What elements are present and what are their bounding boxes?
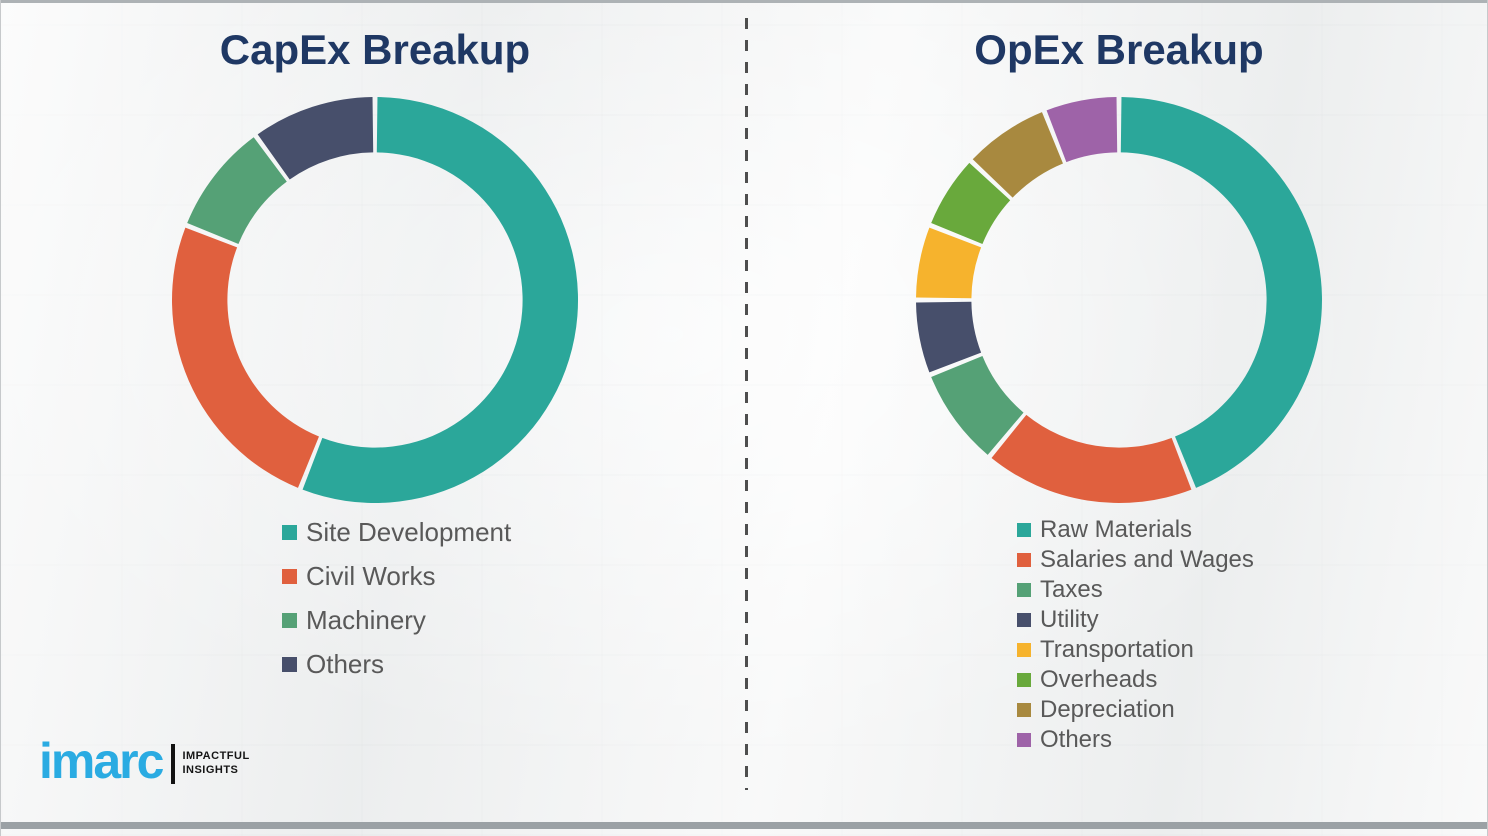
imarc-logo-wordmark: imarc	[39, 733, 164, 789]
legend-swatch-utility	[1017, 613, 1031, 627]
capex-legend: Site Development Civil Works Machinery O…	[282, 510, 511, 686]
bottom-border	[1, 822, 1487, 829]
legend-label: Raw Materials	[1040, 516, 1193, 543]
legend-swatch-machinery	[282, 612, 297, 628]
legend-item: Machinery	[282, 598, 511, 642]
legend-swatch-overheads	[1017, 673, 1031, 687]
legend-label: Depreciation	[1040, 696, 1175, 723]
legend-item: Taxes	[1017, 575, 1254, 605]
opex-donut-chart	[916, 97, 1322, 503]
legend-item: Overheads	[1017, 665, 1254, 695]
opex-panel: OpEx Breakup Raw Materials Salaries and …	[749, 0, 1487, 836]
logo-tagline: IMPACTFUL INSIGHTS	[182, 750, 249, 778]
logo-tagline-line2: INSIGHTS	[182, 764, 239, 776]
legend-swatch-site-development	[282, 524, 297, 540]
legend-item: Salaries and Wages	[1017, 545, 1254, 575]
legend-item: Utility	[1017, 605, 1254, 635]
legend-item: Transportation	[1017, 635, 1254, 665]
donut-segment-civil-works	[172, 227, 319, 488]
legend-label: Site Development	[306, 516, 512, 547]
dashed-divider	[745, 18, 748, 790]
legend-swatch-civil-works	[282, 568, 297, 584]
legend-label: Others	[1040, 726, 1113, 753]
donut-segment-others	[257, 97, 374, 180]
legend-swatch-salaries-and-wages	[1017, 553, 1031, 567]
opex-title: OpEx Breakup	[974, 26, 1264, 73]
legend-label: Utility	[1040, 606, 1099, 633]
donut-segment-others	[1046, 97, 1118, 163]
legend-label: Machinery	[306, 604, 426, 635]
legend-swatch-transportation	[1017, 643, 1031, 657]
top-border	[1, 0, 1487, 3]
legend-item: Others	[282, 642, 511, 686]
capex-panel: CapEx Breakup Site Development Civil Wor…	[1, 0, 749, 836]
opex-legend: Raw Materials Salaries and Wages Taxes U…	[1017, 515, 1254, 755]
legend-label: Overheads	[1040, 666, 1158, 693]
donut-segment-taxes	[931, 356, 1024, 455]
donut-segment-machinery	[187, 137, 287, 244]
legend-label: Others	[306, 648, 385, 679]
legend-item: Others	[1017, 725, 1254, 755]
legend-label: Civil Works	[306, 560, 436, 591]
legend-item: Depreciation	[1017, 695, 1254, 725]
legend-swatch-taxes	[1017, 583, 1031, 597]
legend-item: Civil Works	[282, 554, 511, 598]
donut-segment-depreciation	[972, 112, 1063, 198]
logo-tagline-line1: IMPACTFUL	[182, 750, 250, 763]
donut-segment-transportation	[916, 227, 982, 299]
donut-segment-site-development	[302, 97, 579, 504]
legend-swatch-raw-materials	[1017, 523, 1031, 537]
capex-title: CapEx Breakup	[219, 26, 531, 73]
legend-label: Taxes	[1040, 576, 1103, 603]
legend-swatch-others	[282, 656, 297, 672]
donut-segment-utility	[916, 301, 982, 373]
legend-swatch-depreciation	[1017, 703, 1031, 717]
donut-segment-salaries-and-wages	[991, 414, 1192, 503]
legend-swatch-others	[1017, 733, 1031, 747]
legend-item: Site Development	[282, 510, 511, 554]
donut-segment-raw-materials	[1120, 97, 1322, 488]
legend-label: Salaries and Wages	[1040, 546, 1254, 573]
imarc-logo: imarc IMPACTFUL INSIGHTS	[39, 736, 250, 786]
legend-label: Transportation	[1040, 636, 1194, 663]
capex-donut-chart	[172, 97, 579, 504]
logo-separator-bar	[171, 744, 176, 784]
legend-item: Raw Materials	[1017, 515, 1254, 545]
donut-segment-overheads	[931, 162, 1011, 244]
